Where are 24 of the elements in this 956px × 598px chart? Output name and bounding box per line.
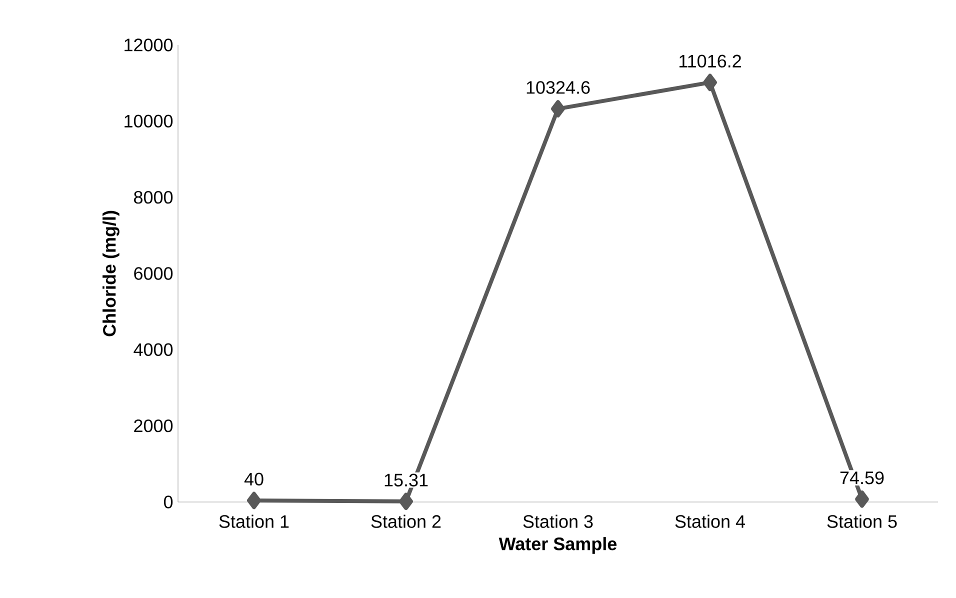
- data-label: 40: [244, 472, 264, 486]
- y-tick-label: 10000: [124, 114, 173, 128]
- point: [399, 492, 414, 510]
- y-tick-label: 0: [164, 496, 173, 508]
- data-label: 10324.6: [526, 81, 590, 94]
- y-axis-title: Chloride (mg/l): [102, 210, 120, 336]
- data-label: 74.59: [840, 471, 884, 484]
- point: [551, 100, 566, 118]
- y-tick-label: 6000: [134, 267, 173, 280]
- y-tick-label: 2000: [134, 419, 173, 432]
- y-tick-label: 12000: [124, 38, 173, 52]
- data-label: 15.31: [384, 474, 428, 486]
- point: [247, 492, 262, 510]
- x-tick-label: Station 4: [675, 514, 745, 528]
- point: [855, 490, 870, 508]
- x-tick-label: Station 2: [371, 514, 441, 528]
- data-label: 11016.2: [680, 54, 741, 68]
- x-tick-label: Station 3: [523, 514, 593, 528]
- x-tick-label: Station 5: [827, 514, 897, 528]
- y-tick-label: 4000: [134, 343, 173, 356]
- y-tick-label: 8000: [134, 190, 173, 204]
- point: [703, 74, 718, 92]
- x-tick-label: Station 1: [219, 514, 289, 528]
- x-axis-title: Water Sample: [498, 537, 617, 554]
